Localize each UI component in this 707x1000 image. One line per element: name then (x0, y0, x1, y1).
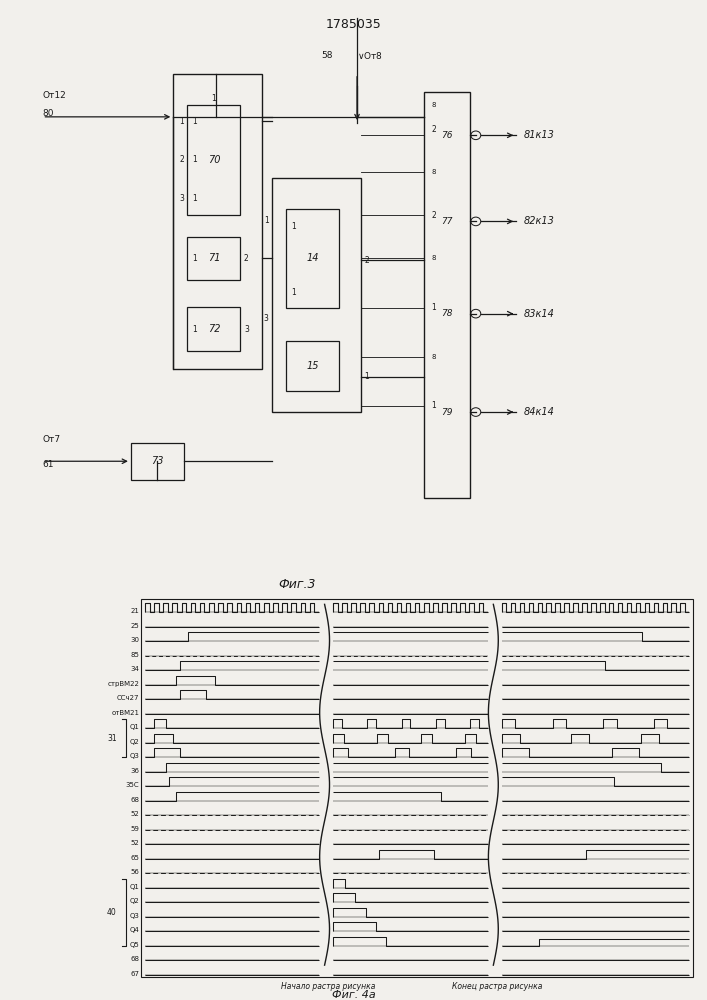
Text: 8: 8 (431, 255, 436, 261)
Text: 79: 79 (441, 408, 453, 417)
Text: 2: 2 (431, 125, 436, 134)
Text: 8: 8 (431, 102, 436, 108)
Text: 8: 8 (431, 354, 436, 360)
Text: 1: 1 (211, 94, 216, 103)
Text: 1: 1 (291, 222, 296, 231)
Text: Q2: Q2 (129, 898, 139, 904)
Text: 1: 1 (291, 288, 296, 297)
Text: Фиг. 4а: Фиг. 4а (332, 990, 375, 1000)
Text: 36: 36 (130, 768, 139, 774)
Text: 70: 70 (208, 155, 220, 165)
Text: 71: 71 (208, 253, 220, 263)
Text: 73: 73 (151, 456, 163, 466)
Text: 25: 25 (131, 623, 139, 629)
Text: Q1: Q1 (129, 884, 139, 890)
Text: 1: 1 (192, 155, 197, 164)
Text: 65: 65 (130, 855, 139, 861)
Text: Q3: Q3 (129, 753, 139, 759)
Text: ССч27: ССч27 (117, 695, 139, 701)
Text: 72: 72 (208, 324, 220, 334)
Bar (424, 92, 470, 498)
Text: 61: 61 (42, 460, 54, 469)
Text: 59: 59 (130, 826, 139, 832)
Text: 67: 67 (130, 971, 139, 977)
Text: 85: 85 (130, 652, 139, 658)
Text: Q5: Q5 (129, 942, 139, 948)
Text: 56: 56 (130, 869, 139, 875)
Text: 8: 8 (431, 169, 436, 175)
Text: 1: 1 (364, 372, 369, 381)
Text: 81к13: 81к13 (523, 130, 554, 140)
Text: Фиг.3: Фиг.3 (278, 578, 316, 591)
Text: 34: 34 (130, 666, 139, 672)
Text: 52: 52 (131, 840, 139, 846)
Text: 1: 1 (431, 401, 436, 410)
Bar (187, 105, 240, 215)
Text: отВМ21: отВМ21 (111, 710, 139, 716)
Bar (131, 443, 184, 480)
Text: От7: От7 (42, 435, 61, 444)
Bar (286, 341, 339, 391)
Text: Конец растра рисунка: Конец растра рисунка (452, 982, 542, 991)
Text: 76: 76 (441, 131, 453, 140)
Text: Q1: Q1 (129, 724, 139, 730)
Text: 1: 1 (192, 194, 197, 203)
Text: Начало растра рисунка: Начало растра рисунка (281, 982, 375, 991)
Text: 3: 3 (179, 194, 184, 203)
Text: 21: 21 (130, 608, 139, 614)
Text: 58: 58 (321, 51, 332, 60)
Bar (187, 308, 240, 351)
Text: 2: 2 (364, 256, 369, 265)
Text: Q2: Q2 (129, 739, 139, 745)
Text: 1: 1 (192, 117, 197, 126)
Text: 3: 3 (244, 325, 249, 334)
Bar (286, 209, 339, 308)
Text: От12: От12 (42, 91, 66, 100)
Bar (187, 237, 240, 280)
Text: 1785035: 1785035 (326, 18, 381, 31)
Text: 2: 2 (431, 211, 436, 220)
Bar (272, 178, 361, 412)
Text: 15: 15 (307, 361, 319, 371)
Text: 68: 68 (130, 797, 139, 803)
Text: 31: 31 (107, 734, 117, 743)
Bar (173, 74, 262, 369)
Text: 30: 30 (130, 637, 139, 643)
Text: 80: 80 (42, 109, 54, 118)
Text: $\vee$От8: $\vee$От8 (357, 50, 383, 61)
Text: 78: 78 (441, 309, 453, 318)
Text: 52: 52 (131, 811, 139, 817)
Text: 1: 1 (192, 254, 197, 263)
Text: 3: 3 (264, 314, 269, 323)
Text: 2: 2 (179, 155, 184, 164)
Text: 40: 40 (107, 908, 117, 917)
Bar (141, 599, 693, 977)
Text: Q4: Q4 (129, 927, 139, 933)
Text: 1: 1 (431, 303, 436, 312)
Text: 77: 77 (441, 217, 453, 226)
Text: 2: 2 (244, 254, 249, 263)
Text: 84к14: 84к14 (523, 407, 554, 417)
Text: Q3: Q3 (129, 913, 139, 919)
Text: 1: 1 (192, 325, 197, 334)
Text: 14: 14 (307, 253, 319, 263)
Text: 83к14: 83к14 (523, 309, 554, 319)
Text: 82к13: 82к13 (523, 216, 554, 226)
Text: 68: 68 (130, 956, 139, 962)
Text: стрВМ22: стрВМ22 (107, 681, 139, 687)
Text: 1: 1 (179, 117, 184, 126)
Text: 35С: 35С (126, 782, 139, 788)
Text: 1: 1 (264, 216, 269, 225)
